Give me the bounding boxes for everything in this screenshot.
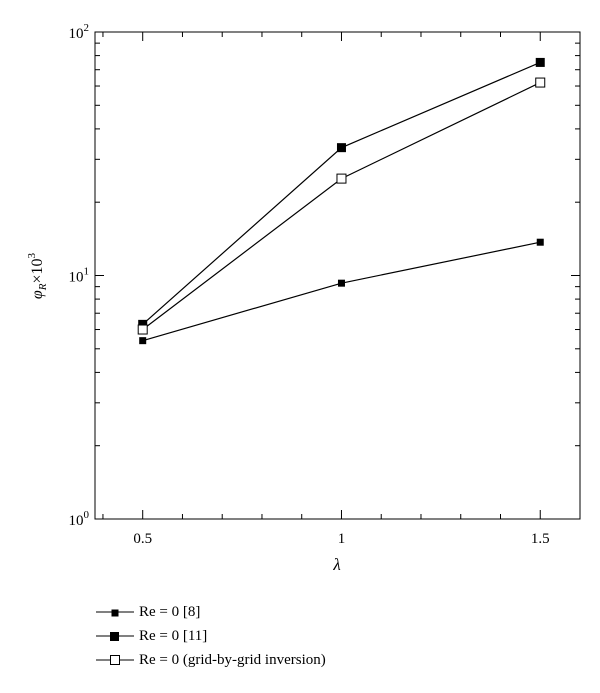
y-tick-label: 101 <box>69 266 90 286</box>
x-axis-label: λ <box>332 555 340 574</box>
data-point <box>536 238 544 246</box>
series-line <box>142 241 541 342</box>
data-point <box>535 57 545 67</box>
legend-label: Re = 0 [11] <box>139 628 208 644</box>
x-tick-label: 1.5 <box>531 531 550 547</box>
x-tick-label: 0.5 <box>133 531 152 547</box>
data-point <box>535 77 546 88</box>
y-tick-label: 102 <box>69 22 90 42</box>
legend-label: Re = 0 [8] <box>139 604 201 620</box>
data-point <box>139 337 147 345</box>
legend-marker-filled-square <box>96 632 134 641</box>
data-point <box>336 173 347 184</box>
data-point <box>336 143 346 153</box>
axis-ticks <box>95 31 580 520</box>
series-1 <box>138 57 545 329</box>
data-point <box>138 319 148 329</box>
y-tick-label: 100 <box>69 509 90 529</box>
legend-label: Re = 0 (grid-by-grid inversion) <box>139 652 326 668</box>
tick-labels: 0.5 1 1.5 100 101 102 <box>69 22 550 547</box>
data-point <box>137 324 148 335</box>
y-axis-label-base: φ <box>29 290 46 299</box>
legend-item-re0-ref11: Re = 0 [11] <box>95 624 326 648</box>
series-2 <box>137 77 546 335</box>
data-point <box>337 279 345 287</box>
series-0 <box>139 238 544 345</box>
legend-marker-open-square <box>96 655 134 665</box>
plot-frame <box>94 31 581 520</box>
legend-marker-small-filled-square <box>96 609 134 617</box>
legend-item-re0-ref8: Re = 0 [8] <box>95 600 326 624</box>
y-axis-label-sup: 3 <box>26 252 38 258</box>
legend-item-re0-grid-inversion: Re = 0 (grid-by-grid inversion) <box>95 648 326 672</box>
y-axis-label: φR×103 <box>26 252 49 299</box>
legend: Re = 0 [8] Re = 0 [11] Re = 0 (grid-by-g… <box>95 600 326 672</box>
x-tick-label: 1 <box>338 531 346 547</box>
y-axis-label-mid: ×10 <box>29 258 46 283</box>
series-line <box>142 82 541 330</box>
y-axis-label-sub: R <box>37 283 49 291</box>
series-layer <box>137 57 546 345</box>
